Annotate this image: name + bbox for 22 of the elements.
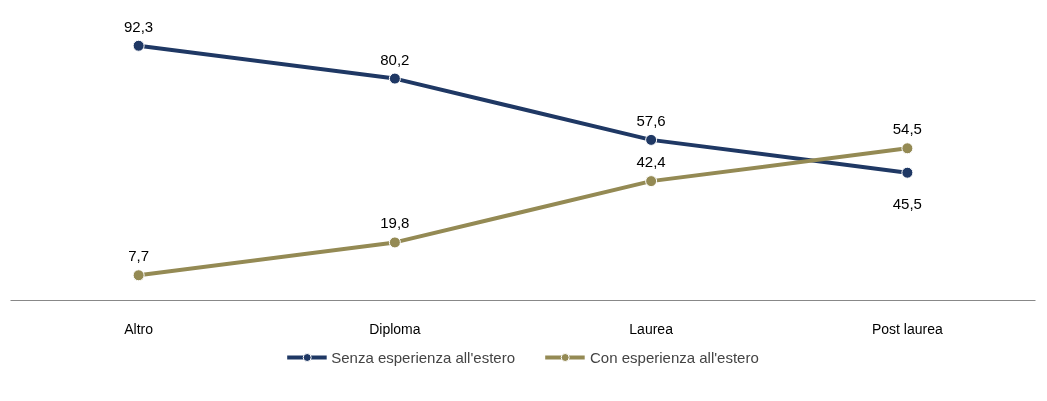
legend-label: Senza esperienza all'estero <box>331 348 516 366</box>
x-tick-label: Altro <box>124 320 154 337</box>
data-label: 45,5 <box>892 194 922 212</box>
point <box>901 142 914 155</box>
x-tick-label: Post laurea <box>871 320 943 337</box>
point <box>901 166 914 179</box>
data-label: 54,5 <box>892 120 922 138</box>
data-label: 57,6 <box>636 111 666 129</box>
x-tick-label: Diploma <box>369 320 421 337</box>
point <box>645 175 658 188</box>
data-label: 42,4 <box>636 153 666 171</box>
point <box>645 133 658 146</box>
point <box>388 72 401 85</box>
data-label: 80,2 <box>380 50 410 68</box>
x-tick-label: Laurea <box>629 320 674 337</box>
point <box>132 39 145 52</box>
legend-label: Con esperienza all'estero <box>590 348 759 366</box>
data-label: 92,3 <box>124 17 154 35</box>
point <box>132 269 145 282</box>
data-label: 19,8 <box>380 214 410 232</box>
data-label: 7,7 <box>128 247 150 265</box>
point <box>388 236 401 249</box>
